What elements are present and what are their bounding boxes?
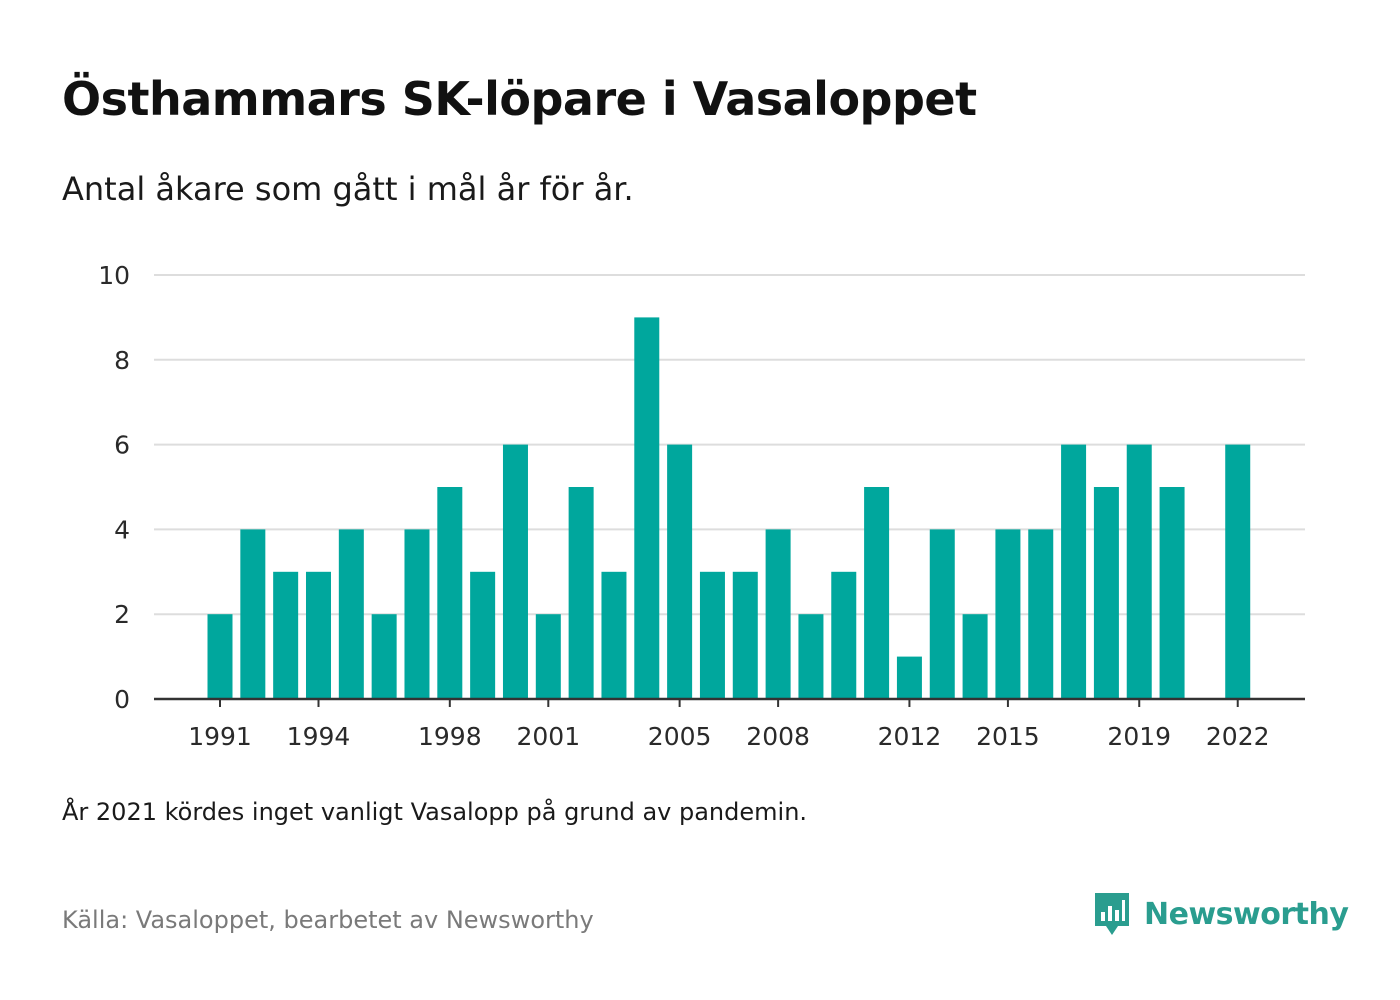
bar-1996: [371, 614, 397, 699]
bar-2009: [798, 614, 824, 699]
chart-subtitle: Antal åkare som gått i mål år för år.: [62, 170, 634, 208]
x-tick-label: 2012: [878, 722, 942, 751]
bar-2015: [995, 529, 1021, 699]
bar-2019: [1126, 444, 1152, 699]
bar-2008: [765, 529, 791, 699]
bar-2014: [962, 614, 988, 699]
y-tick-label: 4: [114, 515, 130, 544]
bar-2000: [502, 444, 528, 699]
x-tick-label: 2008: [746, 722, 810, 751]
axes: 0 2 4 6 8 10 1991 1994 1998 2001 2005 2008 2012 2015 2…: [98, 261, 1305, 751]
x-tick-label: 2022: [1206, 722, 1270, 751]
x-tick-label: 1998: [418, 722, 482, 751]
x-tick-label: 2015: [976, 722, 1040, 751]
x-tick-label: 2019: [1107, 722, 1171, 751]
bar-1992: [240, 529, 266, 699]
footnote: År 2021 kördes inget vanligt Vasalopp på…: [62, 798, 808, 826]
y-tick-label: 2: [114, 600, 130, 629]
bar-2013: [929, 529, 955, 699]
brand-name: Newsworthy: [1144, 896, 1349, 932]
y-tick-label: 10: [98, 261, 130, 290]
y-tick-label: 8: [114, 346, 130, 375]
bar-2022: [1225, 444, 1251, 699]
bar-1995: [338, 529, 364, 699]
bar-1999: [470, 571, 496, 699]
source-text: Källa: Vasaloppet, bearbetet av Newswort…: [62, 906, 594, 934]
x-tick-label: 2005: [648, 722, 712, 751]
bar-2020: [1159, 487, 1185, 699]
bar-chart: 0 2 4 6 8 10 1991 1994 1998 2001 2005 2008 2012 2015 2…: [98, 261, 1305, 751]
bar-1994: [305, 571, 331, 699]
x-tick-label: 1991: [188, 722, 252, 751]
newsworthy-logo-icon: [1095, 893, 1129, 935]
bar-1991: [207, 614, 233, 699]
bar-2016: [1028, 529, 1054, 699]
bar-2011: [864, 487, 890, 699]
bar-2007: [732, 571, 758, 699]
bar-1997: [404, 529, 430, 699]
x-tick-label: 2001: [516, 722, 580, 751]
y-tick-label: 0: [114, 685, 130, 714]
bar-1993: [273, 571, 299, 699]
bar-2006: [699, 571, 725, 699]
bar-2018: [1093, 487, 1119, 699]
bars: [207, 317, 1251, 699]
bar-2005: [667, 444, 693, 699]
bar-2002: [568, 487, 594, 699]
chart-title: Östhammars SK-löpare i Vasaloppet: [62, 72, 977, 126]
bar-2001: [535, 614, 561, 699]
x-tick-label: 1994: [287, 722, 351, 751]
bar-2012: [896, 656, 922, 699]
bar-1998: [437, 487, 463, 699]
bar-2003: [601, 571, 627, 699]
y-tick-label: 6: [114, 431, 130, 460]
bar-2017: [1061, 444, 1087, 699]
brand-logo[interactable]: Newsworthy: [1092, 890, 1349, 938]
bar-2010: [831, 571, 857, 699]
bar-2004: [634, 317, 660, 699]
